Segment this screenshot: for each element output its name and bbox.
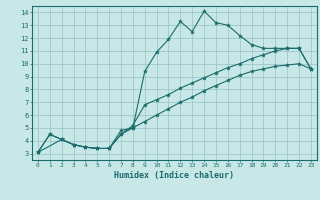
- X-axis label: Humidex (Indice chaleur): Humidex (Indice chaleur): [115, 171, 234, 180]
